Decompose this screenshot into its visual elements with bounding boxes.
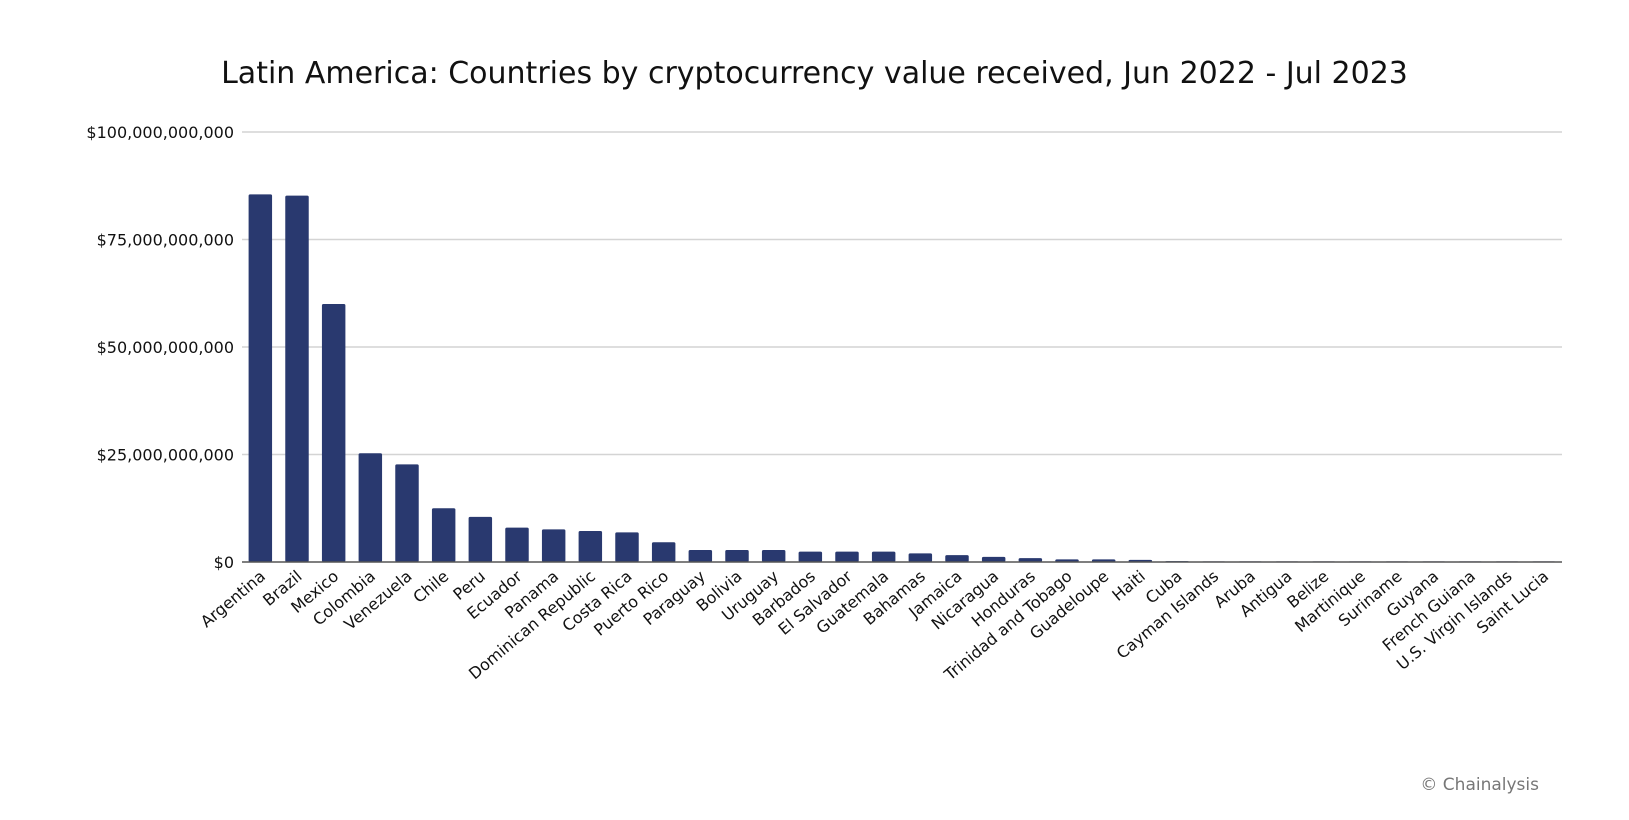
bar [761,549,786,562]
bar [285,195,309,562]
y-tick-label: $50,000,000,000 [97,338,234,357]
chainalysis-credit: © Chainalysis [1420,775,1539,795]
bar [688,549,713,562]
bar [321,304,346,562]
bar [248,194,273,562]
bar [835,551,859,562]
bar [395,464,419,562]
x-tick-label: Argentina [197,567,269,632]
bar [468,516,493,562]
x-tick-label: Haiti [1108,567,1149,605]
y-tick-label: $25,000,000,000 [97,446,234,465]
bar [578,531,603,562]
bar [945,555,969,562]
bar [615,532,639,562]
bar [725,549,749,562]
x-tick-label: Chile [409,567,452,607]
y-tick-label: $75,000,000,000 [97,231,234,250]
bar [541,529,566,562]
bar [908,553,933,562]
y-tick-label: $0 [214,553,234,572]
bar [1018,558,1043,562]
bar [651,542,676,562]
y-tick-label: $100,000,000,000 [86,123,234,142]
bar [981,556,1006,562]
bar [505,527,529,562]
bar [431,508,456,562]
chart-title: Latin America: Countries by cryptocurren… [221,56,1408,91]
bar [871,551,896,562]
bar [798,551,823,562]
bar [358,453,383,562]
